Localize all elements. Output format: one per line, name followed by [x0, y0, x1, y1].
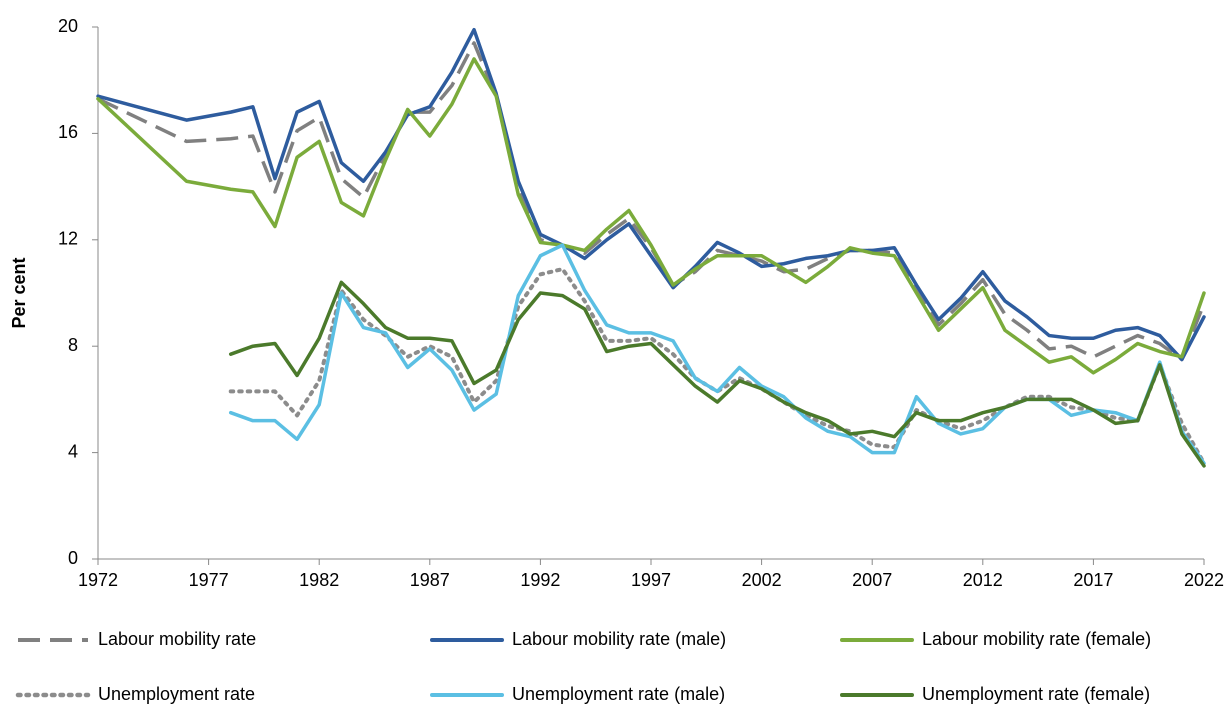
legend-label: Unemployment rate (male) [512, 684, 725, 704]
y-tick-label: 8 [68, 335, 78, 355]
legend-label: Unemployment rate (female) [922, 684, 1150, 704]
legend-label: Labour mobility rate (male) [512, 629, 726, 649]
series-line [97, 41, 1206, 362]
x-tick-label: 2022 [1184, 570, 1224, 590]
legend-label: Labour mobility rate [98, 629, 256, 649]
series-line [228, 280, 1206, 468]
legend-label: Labour mobility rate (female) [922, 629, 1151, 649]
x-tick-label: 1977 [189, 570, 229, 590]
x-tick-label: 1972 [78, 570, 118, 590]
legend-label: Unemployment rate [98, 684, 255, 704]
series-line [228, 267, 1206, 466]
x-tick-label: 2002 [742, 570, 782, 590]
y-tick-label: 20 [58, 16, 78, 36]
series-line [228, 243, 1206, 465]
x-tick-label: 1992 [520, 570, 560, 590]
y-axis-label: Per cent [9, 257, 29, 328]
x-tick-label: 2007 [852, 570, 892, 590]
x-tick-label: 1987 [410, 570, 450, 590]
x-tick-label: 1982 [299, 570, 339, 590]
y-tick-label: 4 [68, 441, 78, 461]
y-tick-label: 16 [58, 122, 78, 142]
y-tick-label: 0 [68, 548, 78, 568]
x-tick-label: 2012 [963, 570, 1003, 590]
series-line [96, 27, 1206, 362]
series-line [96, 57, 1206, 375]
x-tick-label: 1997 [631, 570, 671, 590]
x-tick-label: 2017 [1073, 570, 1113, 590]
y-tick-label: 12 [58, 229, 78, 249]
